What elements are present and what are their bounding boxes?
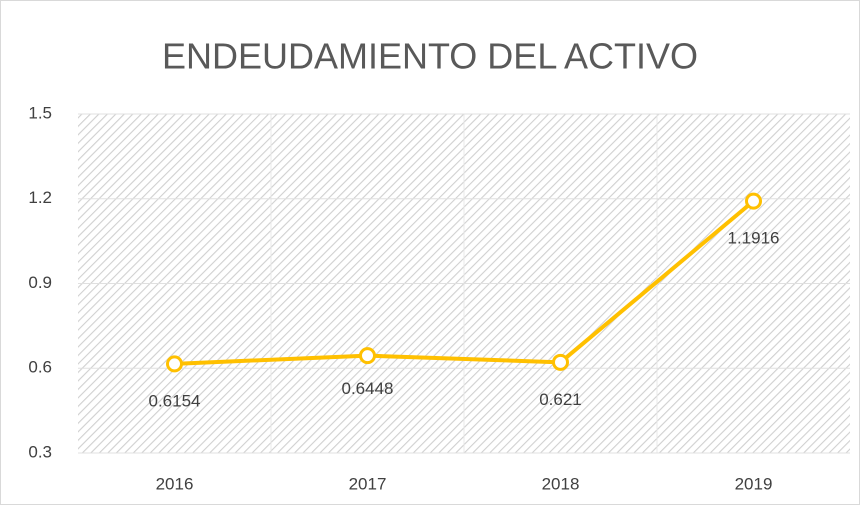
x-tick-label: 2016 [156, 474, 194, 493]
marker [552, 353, 569, 371]
y-tick-label: 0.6 [28, 358, 52, 377]
data-label: 0.6154 [149, 391, 201, 410]
marker [359, 347, 376, 365]
data-label: 0.621 [539, 390, 582, 409]
y-tick-label: 1.2 [28, 188, 52, 207]
marker [745, 192, 762, 210]
x-tick-label: 2019 [735, 474, 773, 493]
x-tick-label: 2017 [349, 474, 387, 493]
y-tick-label: 0.3 [28, 442, 52, 461]
line [174, 199, 755, 366]
data-label: 1.1916 [728, 229, 780, 248]
x-tick-label: 2018 [542, 474, 580, 493]
chart-title: ENDEUDAMIENTO DEL ACTIVO [162, 36, 698, 77]
data-label: 0.6448 [342, 379, 394, 398]
marker [166, 355, 183, 373]
y-tick-label: 0.9 [28, 273, 52, 292]
y-tick-label: 1.5 [28, 103, 52, 122]
